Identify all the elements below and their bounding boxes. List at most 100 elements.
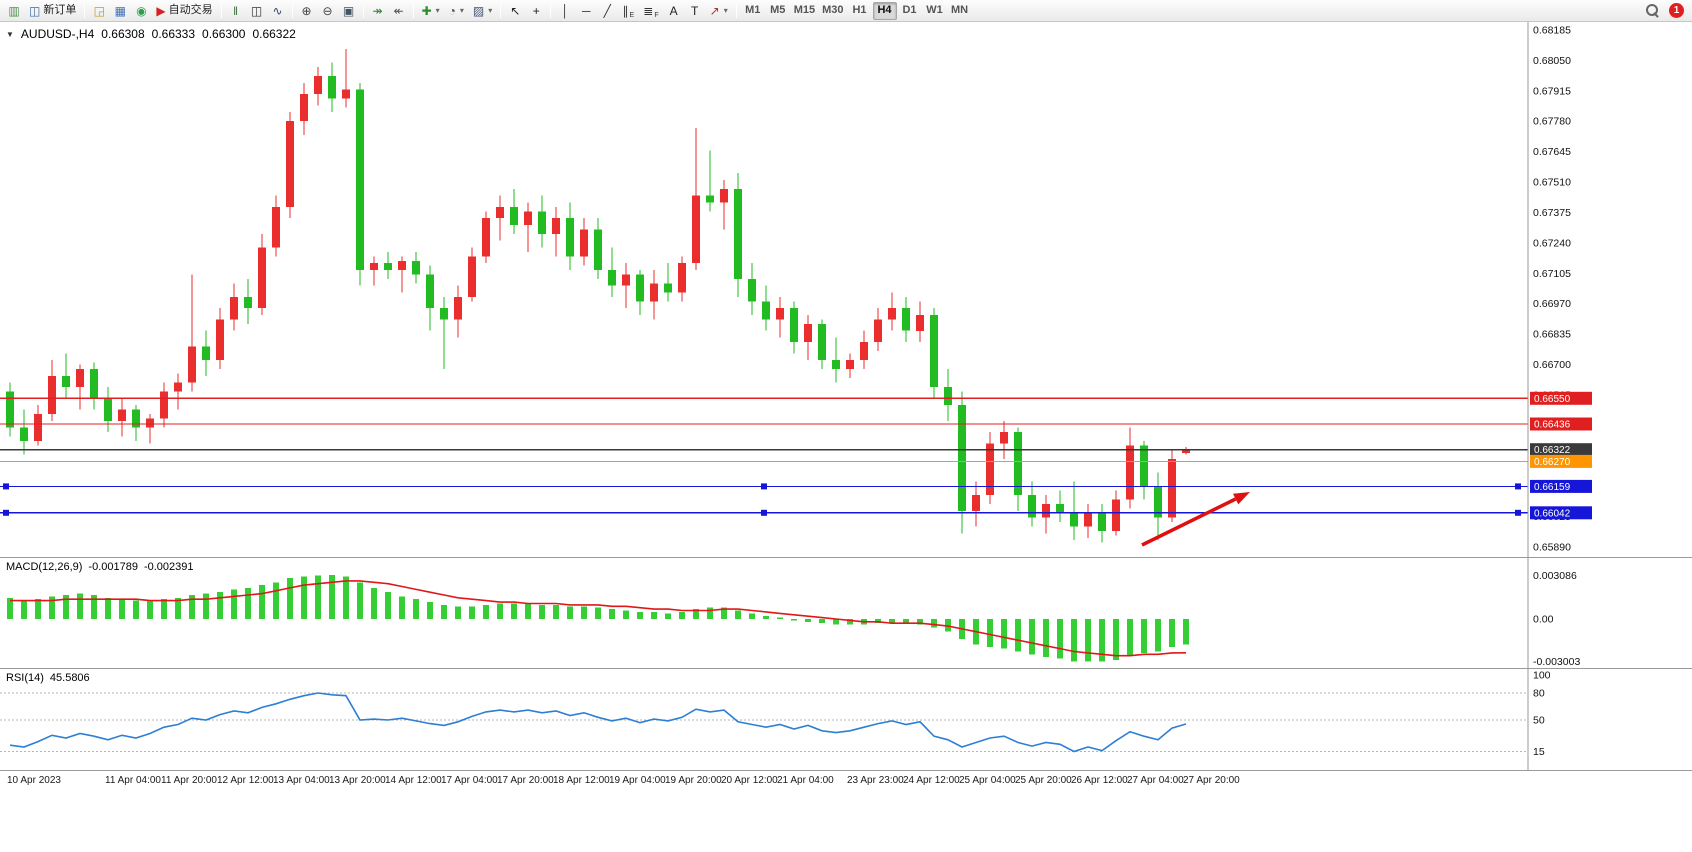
candle	[538, 211, 546, 234]
bid-price-line[interactable]: 0.66322	[0, 443, 1592, 457]
cursor-icon[interactable]: ↖	[505, 2, 525, 20]
rsi-line	[9, 692, 1187, 753]
macd-bar	[287, 578, 293, 619]
support-line[interactable]: 0.66042	[0, 506, 1592, 520]
navigator-icon[interactable]: ◉	[131, 2, 151, 20]
chart-window-icon[interactable]: ▥	[4, 2, 24, 20]
macd-bar	[819, 619, 825, 624]
line-chart-icon: ∿	[272, 3, 283, 18]
macd-bar	[1029, 619, 1035, 655]
chevron-down-icon[interactable]: ▾	[459, 5, 464, 15]
macd-bar	[833, 619, 839, 625]
timeframe-m5[interactable]: M5	[770, 4, 786, 16]
one-click-trading-toggle[interactable]: ▼	[6, 29, 14, 39]
chevron-down-icon[interactable]: ▾	[488, 5, 493, 15]
price-tag-label: 0.66042	[1534, 508, 1571, 519]
svg-text:0.67105: 0.67105	[1533, 268, 1571, 280]
line-handle[interactable]	[761, 509, 767, 516]
candle	[356, 89, 364, 270]
line-handle[interactable]	[1515, 509, 1521, 516]
price-chart-panel[interactable]: 0.68185 0.68050 0.67915 0.67780 0.67645 0.675…	[0, 22, 1692, 557]
line-handle[interactable]	[3, 483, 9, 490]
autotrade-button[interactable]: ▶ 自动交易	[152, 2, 216, 20]
vertical-line-icon: │	[561, 3, 570, 18]
toolbar: ▥ ◫ 新订单 ◲ ▦ ◉ ▶ 自动交易 ǁ ◫ ∿ ⊕ ⊖ ▣ ↠ ↞ ✚ ▾ ◔ ▾ ▨ ▾ ↖ + │ ─ ╱ ∥ E ≣ F A T ↗ ▾…	[0, 0, 1692, 22]
macd-bar	[259, 585, 265, 619]
text-icon[interactable]: A	[664, 2, 684, 20]
equidistant-channel-icon[interactable]: ∥ E	[618, 2, 638, 20]
terminal-icon[interactable]: ▦	[110, 2, 130, 20]
trendline-icon[interactable]: ╱	[597, 2, 617, 20]
rsi-panel[interactable]: 100 80 50 15 RSI(14) 45.5806	[0, 668, 1692, 770]
timeframe-w1[interactable]: W1	[926, 4, 943, 16]
macd-bar	[133, 600, 139, 619]
autotrade-button-label: 自动交易	[168, 4, 213, 16]
candle	[468, 256, 476, 297]
arrows-button[interactable]: ↗ ▾	[706, 2, 732, 20]
periods-button[interactable]: ◔ ▾	[445, 2, 468, 20]
ohlc-high: 0.66333	[151, 27, 196, 41]
auto-scroll-icon[interactable]: ↠	[368, 2, 388, 20]
chart-shift-icon[interactable]: ↞	[389, 2, 409, 20]
zoom-out-icon[interactable]: ⊖	[318, 2, 338, 20]
macd-bar	[735, 610, 741, 619]
trend-arrow[interactable]	[1141, 492, 1250, 547]
notification-badge[interactable]: 1	[1669, 3, 1684, 18]
resistance-line[interactable]: 0.66550	[0, 391, 1592, 405]
line-handle[interactable]	[761, 483, 767, 490]
timeframe-d1[interactable]: D1	[902, 4, 917, 16]
svg-text:0.67645: 0.67645	[1533, 146, 1571, 158]
vertical-line-icon[interactable]: │	[555, 2, 575, 20]
candle	[174, 382, 182, 392]
chevron-down-icon[interactable]: ▾	[723, 5, 728, 15]
macd-bar	[693, 609, 699, 619]
time-axis-label: 25 Apr 20:00	[1015, 775, 1072, 786]
candlestick-chart-icon[interactable]: ◫	[247, 2, 267, 20]
crosshair-icon[interactable]: +	[526, 2, 546, 20]
timeframe-h1[interactable]: H1	[852, 4, 867, 16]
indicators-button[interactable]: ✚ ▾	[418, 2, 444, 20]
timeframe-mn[interactable]: MN	[950, 4, 969, 16]
templates-button[interactable]: ▨ ▾	[469, 2, 496, 20]
resistance-line[interactable]: 0.66436	[0, 417, 1592, 431]
timeframe-m15[interactable]: M15	[793, 4, 816, 16]
search-icon[interactable]	[1641, 2, 1664, 20]
new-order-button[interactable]: ◫ 新订单	[25, 2, 80, 20]
horizontal-line-icon[interactable]: ─	[576, 2, 596, 20]
chevron-down-icon[interactable]: ▾	[435, 5, 440, 15]
svg-text:0.68185: 0.68185	[1533, 25, 1571, 37]
metaeditor-icon[interactable]: ◲	[89, 2, 109, 20]
timeframe-h4[interactable]: H4	[872, 1, 897, 20]
candle	[776, 308, 784, 320]
candle	[664, 283, 672, 293]
tile-windows-icon[interactable]: ▣	[339, 2, 359, 20]
bar-chart-icon[interactable]: ǁ	[226, 2, 246, 20]
support-line[interactable]: 0.66159	[0, 479, 1592, 493]
time-axis-label: 24 Apr 12:00	[903, 775, 960, 786]
candle	[804, 324, 812, 342]
macd-bar	[35, 599, 41, 619]
new-order-button: ◫	[29, 3, 41, 18]
line-handle[interactable]	[3, 509, 9, 516]
line-chart-icon[interactable]: ∿	[268, 2, 288, 20]
timeframe-m1[interactable]: M1	[745, 4, 761, 16]
line-handle[interactable]	[1515, 483, 1521, 490]
timeframe-m30[interactable]: M30	[822, 4, 844, 16]
macd-bar	[623, 610, 629, 619]
time-axis[interactable]: 10 Apr 2023 11 Apr 04:00 11 Apr 20:00 12 Ap…	[0, 770, 1692, 794]
candle	[6, 391, 14, 428]
candle	[636, 274, 644, 302]
macd-panel[interactable]: 0.003086 0.00 -0.003003 MACD(12,26,9) -0.0…	[0, 557, 1692, 668]
candle	[104, 398, 112, 421]
candle	[888, 308, 896, 320]
zoom-out-icon: ⊖	[322, 3, 333, 18]
text-label-icon[interactable]: T	[685, 2, 705, 20]
price-tag-label: 0.66550	[1534, 394, 1571, 405]
support-line[interactable]: 0.66270	[0, 454, 1592, 468]
time-axis-label: 19 Apr 04:00	[609, 775, 666, 786]
fibonacci-icon[interactable]: ≣ F	[639, 2, 662, 20]
candle	[916, 315, 924, 331]
zoom-in-icon[interactable]: ⊕	[297, 2, 317, 20]
bar-chart-icon: ǁ	[233, 3, 239, 18]
time-axis-label: 13 Apr 04:00	[273, 775, 330, 786]
